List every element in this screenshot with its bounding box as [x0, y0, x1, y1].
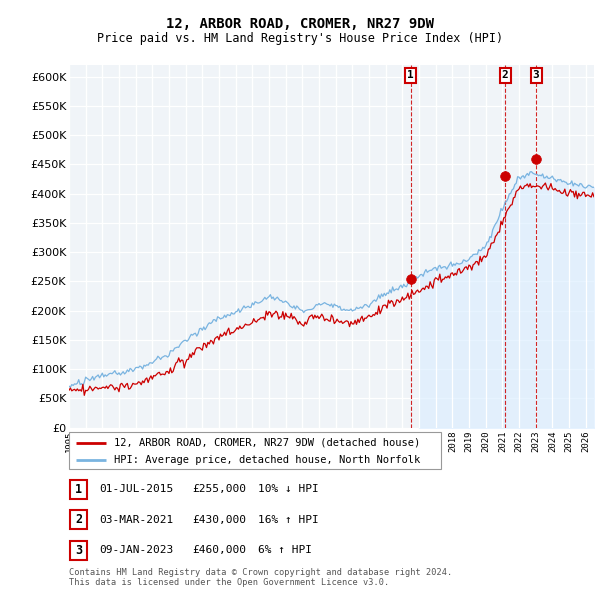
- Text: 16% ↑ HPI: 16% ↑ HPI: [258, 515, 319, 525]
- Text: 10% ↓ HPI: 10% ↓ HPI: [258, 484, 319, 494]
- Text: HPI: Average price, detached house, North Norfolk: HPI: Average price, detached house, Nort…: [113, 455, 420, 465]
- Text: £460,000: £460,000: [192, 546, 246, 555]
- Text: 2: 2: [502, 70, 509, 80]
- Text: Price paid vs. HM Land Registry's House Price Index (HPI): Price paid vs. HM Land Registry's House …: [97, 32, 503, 45]
- Text: 09-JAN-2023: 09-JAN-2023: [99, 546, 173, 555]
- Text: 1: 1: [407, 70, 414, 80]
- Text: 03-MAR-2021: 03-MAR-2021: [99, 515, 173, 525]
- Text: 01-JUL-2015: 01-JUL-2015: [99, 484, 173, 494]
- Text: 2: 2: [75, 513, 82, 526]
- Text: 3: 3: [533, 70, 539, 80]
- Text: £255,000: £255,000: [192, 484, 246, 494]
- Text: 6% ↑ HPI: 6% ↑ HPI: [258, 546, 312, 555]
- Text: Contains HM Land Registry data © Crown copyright and database right 2024.
This d: Contains HM Land Registry data © Crown c…: [69, 568, 452, 587]
- Text: 12, ARBOR ROAD, CROMER, NR27 9DW (detached house): 12, ARBOR ROAD, CROMER, NR27 9DW (detach…: [113, 438, 420, 448]
- Text: 1: 1: [75, 483, 82, 496]
- Text: 12, ARBOR ROAD, CROMER, NR27 9DW: 12, ARBOR ROAD, CROMER, NR27 9DW: [166, 17, 434, 31]
- Text: 3: 3: [75, 544, 82, 557]
- Text: £430,000: £430,000: [192, 515, 246, 525]
